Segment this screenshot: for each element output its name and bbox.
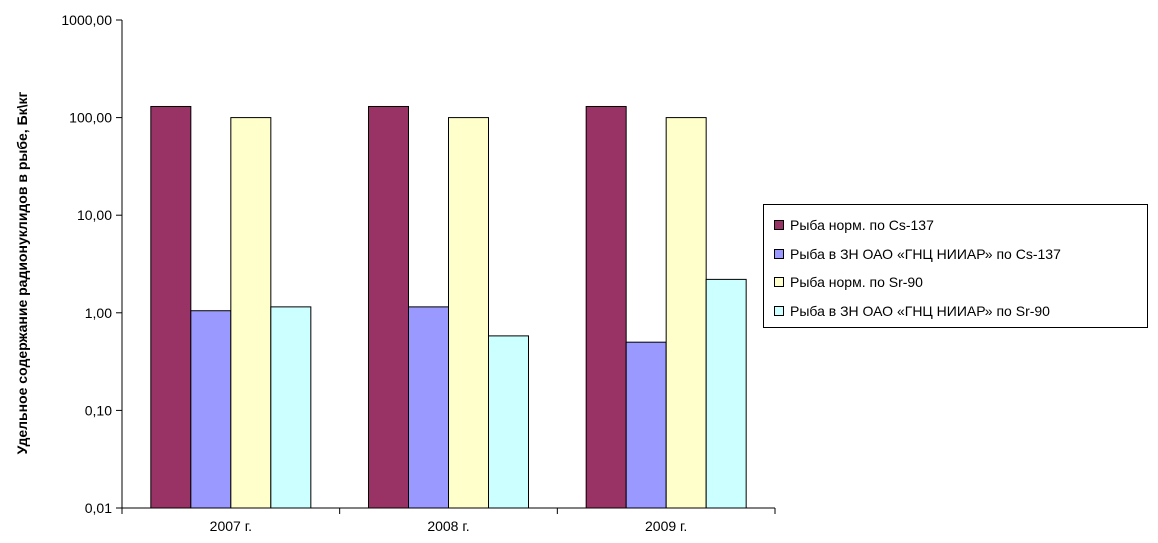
bar [488, 335, 529, 509]
legend-swatch [774, 220, 784, 231]
x-tick-label: 2009 г. [645, 518, 687, 534]
legend-item: Рыба норм. по Sr-90 [774, 268, 1147, 297]
legend-swatch [774, 248, 784, 259]
bar [270, 306, 312, 509]
axes [121, 20, 775, 509]
x-tick-label: 2008 г. [427, 518, 469, 534]
legend-label: Рыба в ЗН ОАО «ГНЦ НИИАР» по Cs-137 [790, 245, 1061, 262]
legend-label: Рыба норм. по Sr-90 [790, 274, 923, 291]
bars [150, 105, 747, 509]
bar [585, 105, 627, 509]
bar [368, 105, 409, 509]
legend-label: Рыба норм. по Cs-137 [790, 217, 934, 234]
y-axis-label: Удельное содержание радионуклидов в рыбе… [14, 91, 30, 454]
legend-item: Рыба в ЗН ОАО «ГНЦ НИИАР» по Sr-90 [774, 297, 1147, 326]
legend-item: Рыба норм. по Cs-137 [774, 211, 1147, 240]
legend-label: Рыба в ЗН ОАО «ГНЦ НИИАР» по Sr-90 [790, 302, 1050, 319]
bar [625, 341, 667, 509]
x-axis-labels: 2007 г. 2008 г. 2009 г. [121, 508, 776, 534]
bar [190, 310, 232, 509]
x-tick-label: 2007 г. [210, 518, 252, 534]
y-tick-label: 0,10 [85, 402, 112, 418]
legend-item: Рыба в ЗН ОАО «ГНЦ НИИАР» по Cs-137 [774, 240, 1147, 269]
y-tick-label: 1,00 [85, 305, 112, 321]
y-axis-ticks: 0,01 0,10 1,00 10,00 100,00 1000,00 [61, 12, 122, 516]
y-tick-label: 10,00 [77, 207, 112, 223]
bar [448, 117, 489, 509]
y-tick-label: 1000,00 [61, 12, 112, 28]
bar [665, 117, 707, 509]
y-tick-label: 100,00 [69, 110, 112, 126]
legend-swatch [774, 305, 784, 316]
legend-swatch [774, 277, 784, 288]
bar [230, 117, 272, 509]
bar [705, 278, 747, 509]
bar [150, 105, 192, 509]
y-tick-label: 0,01 [85, 500, 112, 516]
bar [408, 306, 449, 509]
legend: Рыба норм. по Cs-137 Рыба в ЗН ОАО «ГНЦ Н… [763, 204, 1148, 328]
